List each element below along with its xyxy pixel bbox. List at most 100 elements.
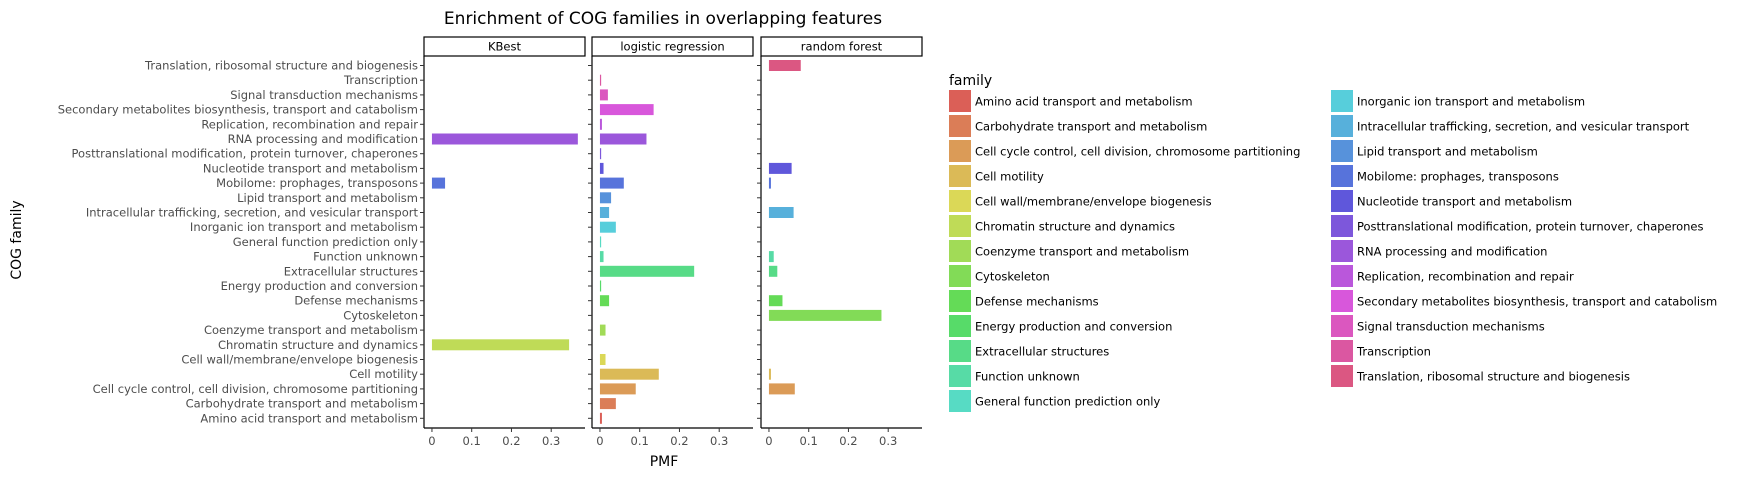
bar-logistic-regression-replication-recombination-and-repair: [599, 118, 602, 130]
legend-swatch-amino-acid-transport-and-metabolism: [949, 90, 971, 112]
facet-label-kbest: KBest: [488, 40, 521, 54]
bar-logistic-regression-secondary-metabolites-biosynthesis-transport-and-catabolism: [599, 104, 654, 116]
bar-logistic-regression-posttranslational-modification-protein-turnover-chaperones: [599, 148, 602, 160]
legend-swatch-carbohydrate-transport-and-metabolism: [949, 115, 971, 137]
legend-label-amino-acid-transport-and-metabolism: Amino acid transport and metabolism: [975, 95, 1193, 109]
legend-label-posttranslational-modification-protein-turnover-chaperones: Posttranslational modification, protein …: [1357, 220, 1703, 234]
bar-logistic-regression-extracellular-structures: [599, 265, 695, 277]
legend-swatch-cell-wall-membrane-envelope-biogenesis: [949, 190, 971, 212]
bar-logistic-regression-signal-transduction-mechanisms: [599, 89, 608, 101]
y-tick-label-cytoskeleton: Cytoskeleton: [343, 308, 418, 322]
facet-strip-logistic-regression: [591, 36, 754, 57]
bar-kbest-mobilome-prophages-transposons: [431, 177, 446, 189]
y-tick-label-amino-acid-transport-and-metabolism: Amino acid transport and metabolism: [200, 411, 418, 425]
bar-random-forest-translation-ribosomal-structure-and-biogenesis: [768, 60, 801, 71]
legend-label-translation-ribosomal-structure-and-biogenesis: Translation, ribosomal structure and bio…: [1356, 370, 1630, 384]
chart-title: Enrichment of COG families in overlappin…: [444, 9, 882, 29]
legend-label-defense-mechanisms: Defense mechanisms: [975, 295, 1099, 309]
x-tick-label-random-forest: 0: [765, 434, 772, 448]
bar-logistic-regression-nucleotide-transport-and-metabolism: [599, 162, 604, 174]
x-tick-label-random-forest: 0.1: [800, 434, 818, 448]
legend-swatch-extracellular-structures: [949, 340, 971, 362]
legend-swatch-defense-mechanisms: [949, 290, 971, 312]
bar-random-forest-cytoskeleton: [768, 309, 882, 321]
bar-random-forest-extracellular-structures: [768, 265, 778, 277]
legend-swatch-chromatin-structure-and-dynamics: [949, 215, 971, 237]
facet-strip-random-forest: [760, 36, 923, 57]
y-tick-label-lipid-transport-and-metabolism: Lipid transport and metabolism: [237, 191, 418, 205]
bar-logistic-regression-mobilome-prophages-transposons: [599, 177, 624, 189]
bar-logistic-regression-lipid-transport-and-metabolism: [599, 192, 612, 204]
legend-label-carbohydrate-transport-and-metabolism: Carbohydrate transport and metabolism: [975, 120, 1207, 134]
bar-logistic-regression-function-unknown: [599, 251, 604, 263]
y-tick-label-intracellular-trafficking-secretion-and-vesicular-transport: Intracellular trafficking, secretion, an…: [86, 206, 419, 220]
legend-swatch-inorganic-ion-transport-and-metabolism: [1331, 90, 1353, 112]
legend-label-transcription: Transcription: [1356, 345, 1431, 359]
legend-label-coenzyme-transport-and-metabolism: Coenzyme transport and metabolism: [975, 245, 1189, 259]
bar-logistic-regression-intracellular-trafficking-secretion-and-vesicular-transport: [599, 207, 610, 218]
legend-label-extracellular-structures: Extracellular structures: [975, 345, 1109, 359]
y-tick-label-transcription: Transcription: [343, 73, 418, 87]
legend-swatch-intracellular-trafficking-secretion-and-vesicular-transport: [1331, 115, 1353, 137]
bar-logistic-regression-carbohydrate-transport-and-metabolism: [599, 398, 616, 410]
legend-swatch-cell-motility: [949, 165, 971, 187]
legend-swatch-mobilome-prophages-transposons: [1331, 165, 1353, 187]
bar-kbest-chromatin-structure-and-dynamics: [431, 339, 570, 351]
y-tick-label-cell-cycle-control-cell-division-chromosome-partitioning: Cell cycle control, cell division, chrom…: [93, 382, 418, 396]
facet-strip-kbest: [423, 36, 586, 57]
bar-logistic-regression-rna-processing-and-modification: [599, 133, 647, 145]
legend-label-chromatin-structure-and-dynamics: Chromatin structure and dynamics: [975, 220, 1175, 234]
legend-label-function-unknown: Function unknown: [975, 370, 1080, 384]
x-tick-label-logistic-regression: 0.1: [631, 434, 649, 448]
x-tick-label-kbest: 0.2: [502, 434, 520, 448]
y-tick-label-cell-wall-membrane-envelope-biogenesis: Cell wall/membrane/envelope biogenesis: [181, 353, 418, 367]
y-tick-label-general-function-prediction-only: General function prediction only: [233, 235, 418, 249]
legend-label-secondary-metabolites-biosynthesis-transport-and-catabolism: Secondary metabolites biosynthesis, tran…: [1357, 295, 1717, 309]
bar-logistic-regression-coenzyme-transport-and-metabolism: [599, 324, 606, 336]
x-tick-label-logistic-regression: 0: [596, 434, 603, 448]
bar-random-forest-function-unknown: [768, 251, 774, 263]
y-tick-label-inorganic-ion-transport-and-metabolism: Inorganic ion transport and metabolism: [190, 220, 418, 234]
legend-label-nucleotide-transport-and-metabolism: Nucleotide transport and metabolism: [1357, 195, 1572, 209]
y-tick-label-rna-processing-and-modification: RNA processing and modification: [228, 132, 418, 146]
legend-label-general-function-prediction-only: General function prediction only: [975, 395, 1160, 409]
y-tick-label-chromatin-structure-and-dynamics: Chromatin structure and dynamics: [218, 338, 418, 352]
x-tick-label-kbest: 0.1: [463, 434, 481, 448]
legend-swatch-lipid-transport-and-metabolism: [1331, 140, 1353, 162]
legend-label-inorganic-ion-transport-and-metabolism: Inorganic ion transport and metabolism: [1357, 95, 1585, 109]
x-tick-label-kbest: 0.3: [542, 434, 560, 448]
x-tick-label-random-forest: 0.2: [839, 434, 857, 448]
legend-label-lipid-transport-and-metabolism: Lipid transport and metabolism: [1357, 145, 1538, 159]
y-tick-label-nucleotide-transport-and-metabolism: Nucleotide transport and metabolism: [203, 161, 418, 175]
y-tick-label-coenzyme-transport-and-metabolism: Coenzyme transport and metabolism: [204, 323, 418, 337]
legend-swatch-translation-ribosomal-structure-and-biogenesis: [1331, 365, 1353, 387]
bar-random-forest-mobilome-prophages-transposons: [768, 177, 771, 189]
legend-swatch-energy-production-and-conversion: [949, 315, 971, 337]
legend-label-cytoskeleton: Cytoskeleton: [975, 270, 1050, 284]
legend-label-rna-processing-and-modification: RNA processing and modification: [1357, 245, 1547, 259]
y-tick-label-cell-motility: Cell motility: [349, 367, 418, 381]
y-tick-label-extracellular-structures: Extracellular structures: [284, 264, 418, 278]
bar-logistic-regression-cell-motility: [599, 368, 659, 380]
legend-label-signal-transduction-mechanisms: Signal transduction mechanisms: [1357, 320, 1545, 334]
y-tick-label-carbohydrate-transport-and-metabolism: Carbohydrate transport and metabolism: [186, 397, 418, 411]
x-tick-label-logistic-regression: 0.3: [710, 434, 728, 448]
y-tick-label-replication-recombination-and-repair: Replication, recombination and repair: [201, 117, 418, 131]
legend-title: family: [949, 73, 992, 89]
bar-random-forest-cell-cycle-control-cell-division-chromosome-partitioning: [768, 383, 795, 395]
facet-label-logistic-regression: logistic regression: [620, 40, 724, 54]
y-tick-label-function-unknown: Function unknown: [313, 250, 418, 264]
y-tick-label-translation-ribosomal-structure-and-biogenesis: Translation, ribosomal structure and bio…: [144, 59, 418, 73]
bar-logistic-regression-cell-cycle-control-cell-division-chromosome-partitioning: [599, 383, 636, 395]
legend-swatch-general-function-prediction-only: [949, 390, 971, 412]
facet-label-random-forest: random forest: [801, 40, 883, 54]
panels-layer: KBest 0 0.1 0.2 0.3 logistic regression 0 0.1 0.…: [420, 36, 923, 448]
bar-random-forest-cell-motility: [768, 368, 771, 380]
bar-logistic-regression-energy-production-and-conversion: [599, 280, 602, 292]
bar-logistic-regression-cell-wall-membrane-envelope-biogenesis: [599, 354, 606, 365]
legend-label-cell-wall-membrane-envelope-biogenesis: Cell wall/membrane/envelope biogenesis: [975, 195, 1212, 209]
y-tick-label-defense-mechanisms: Defense mechanisms: [294, 294, 418, 308]
bar-logistic-regression-inorganic-ion-transport-and-metabolism: [599, 221, 616, 233]
